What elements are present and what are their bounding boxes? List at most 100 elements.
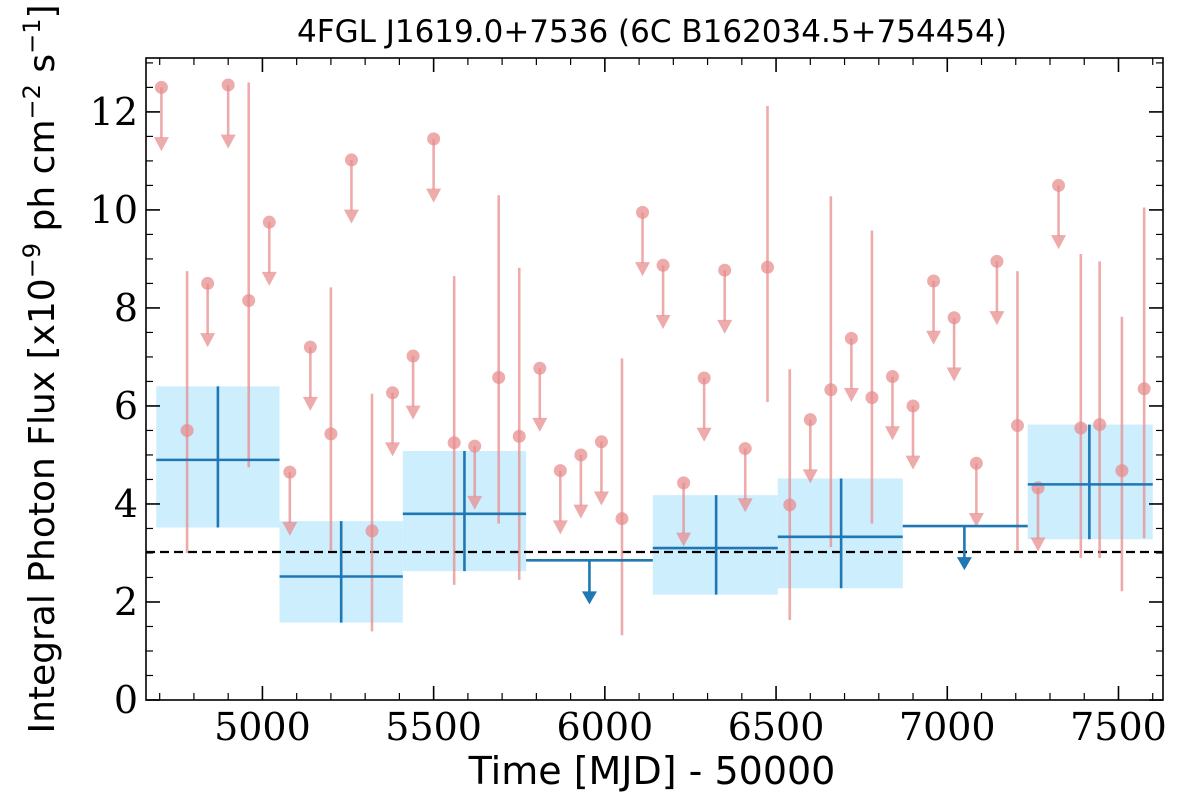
fine-bin-point [201, 276, 215, 290]
y-tick-label: 8 [114, 286, 138, 330]
fine-bin-upper-limit-arrow [282, 521, 298, 536]
fine-bin-point [1137, 382, 1151, 396]
fine-bin-point [180, 423, 194, 437]
plot-area [146, 78, 1163, 636]
fine-bin-point [761, 260, 774, 274]
y-axis-label-text: Integral Photon Flux [x10 [22, 278, 63, 733]
fine-bin-point [468, 439, 482, 453]
fine-bin-point [1074, 421, 1088, 435]
y-axis-label-text: ph cm [22, 119, 63, 242]
fine-bin-point [574, 448, 588, 462]
y-axis-label-exponent: −2 [18, 84, 46, 119]
coarse-bin-upper-limit-arrow [956, 557, 972, 571]
fine-bin-upper-limit-arrow [843, 388, 859, 403]
fine-bin-point [1093, 418, 1107, 432]
coarse-bin-upper-limit-arrow [581, 591, 597, 605]
fine-bin-point [969, 456, 983, 470]
fine-bin-point [283, 465, 297, 479]
fine-bin-upper-limit-arrow [676, 532, 692, 547]
fine-bin-point [636, 205, 650, 219]
fine-bin-point [427, 132, 441, 146]
fine-bin-point [697, 371, 711, 385]
fine-bin-point [844, 331, 858, 345]
fine-bin-upper-limit-arrow [1030, 537, 1046, 552]
fine-bin-upper-limit-arrow [717, 319, 733, 334]
fine-bin-point [906, 399, 920, 413]
y-axis-label: Integral Photon Flux [x10−9 ph cm−2 s−1] [18, 4, 63, 733]
fine-bin-upper-limit-arrow [467, 495, 483, 510]
fine-bin-point [885, 370, 899, 384]
fine-bin-point [386, 386, 400, 400]
fine-bin-point [1115, 464, 1129, 478]
x-tick-label: 7000 [899, 705, 996, 749]
fine-bin-point [154, 80, 168, 94]
fine-bin-point [927, 274, 941, 288]
fine-bin-upper-limit-arrow [989, 311, 1005, 326]
fine-bin-upper-limit-arrow [385, 442, 401, 457]
fine-bin-upper-limit-arrow [153, 137, 169, 152]
fine-bin-point [1010, 419, 1024, 433]
fine-bin-upper-limit-arrow [261, 271, 277, 286]
y-tick-label: 0 [114, 678, 138, 722]
fine-bin-point [865, 391, 879, 405]
fine-bin-upper-limit-arrow [737, 498, 753, 513]
y-axis-label-text: s [22, 54, 63, 84]
y-tick-label: 6 [114, 384, 138, 428]
axes: 5000 5500 6000 6500 7000 7500 0 2 4 6 8 10 12 [90, 57, 1167, 749]
y-axis-label-exponent: −1 [18, 19, 46, 54]
fine-bin-upper-limit-arrow [655, 315, 671, 330]
fine-bin-point [242, 294, 256, 308]
fine-bin-point [365, 524, 379, 538]
fine-bin-point [783, 498, 797, 512]
fine-bin-upper-limit-arrow [1051, 235, 1067, 250]
fine-bin-upper-limit-arrow [946, 367, 962, 382]
fine-bin-point [324, 427, 338, 441]
fine-bin-point [447, 436, 461, 450]
y-tick-label: 10 [90, 188, 138, 232]
fine-bin-upper-limit-arrow [802, 469, 818, 484]
x-tick-label: 5000 [214, 705, 311, 749]
x-tick-label: 6500 [728, 705, 825, 749]
fine-bin-upper-limit-arrow [968, 513, 984, 528]
fine-bin-point [615, 512, 629, 526]
fine-bin-upper-limit-arrow [905, 455, 921, 470]
fine-bin-upper-limit-arrow [573, 504, 589, 519]
fine-bin-point [533, 361, 547, 375]
x-tick-label: 7500 [1070, 705, 1167, 749]
y-tick-label: 2 [114, 580, 138, 624]
fine-bin-point [221, 78, 235, 92]
fine-bin-point [677, 476, 691, 490]
fine-bin-point [262, 215, 276, 229]
fine-bin-point [947, 311, 961, 325]
fine-bin-point [406, 349, 420, 363]
fine-bin-point [553, 464, 567, 478]
fine-bin-upper-limit-arrow [405, 405, 421, 420]
fine-bin-point [718, 263, 732, 277]
x-tick-label: 6000 [556, 705, 653, 749]
fine-bin-point [303, 340, 317, 354]
fine-bin-upper-limit-arrow [593, 491, 609, 506]
fine-bin-upper-limit-arrow [302, 396, 318, 411]
fine-bin-upper-limit-arrow [343, 209, 359, 224]
fine-bin-point [803, 413, 817, 427]
fine-bin-upper-limit-arrow [200, 333, 216, 348]
x-axis-label: Time [MJD] - 50000 [468, 749, 836, 793]
fine-bin-upper-limit-arrow [884, 426, 900, 441]
chart-title: 4FGL J1619.0+7536 (6C B162034.5+754454) [297, 14, 1007, 50]
fine-bin-point [344, 153, 358, 167]
y-tick-label: 4 [114, 482, 138, 526]
fine-bin-upper-limit-arrow [532, 417, 548, 432]
fine-bin-point [738, 442, 752, 456]
fine-bin-upper-limit-arrow [635, 262, 651, 277]
fine-bin-point [512, 429, 526, 443]
fine-bin-point [492, 371, 506, 385]
fine-bin-upper-limit-arrow [926, 330, 942, 345]
y-axis-label-exponent: −9 [18, 243, 46, 278]
fine-bin-upper-limit-arrow [426, 188, 442, 203]
fine-bin-point [990, 254, 1004, 268]
fine-bin-point [1052, 178, 1066, 192]
fine-bin-point [594, 435, 608, 449]
plot-frame [145, 57, 1164, 701]
fine-bin-upper-limit-arrow [220, 134, 236, 149]
y-tick-label: 12 [90, 90, 138, 134]
